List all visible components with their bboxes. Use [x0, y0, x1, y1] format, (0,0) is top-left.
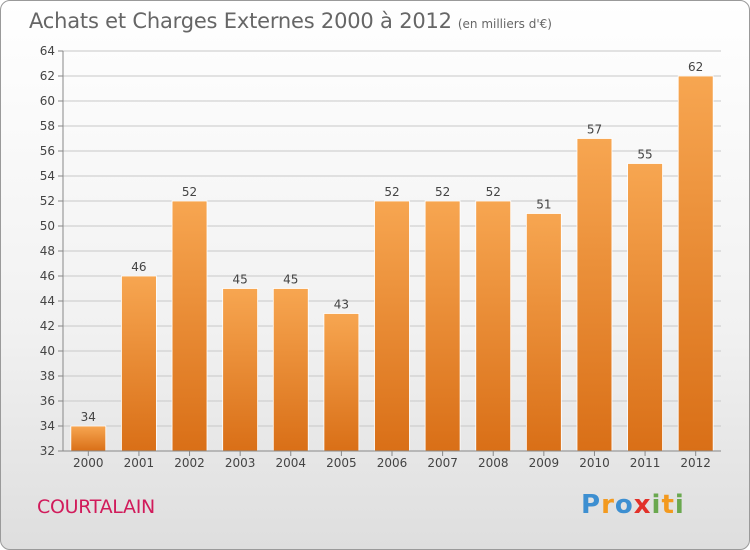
- data-label: 45: [233, 273, 248, 287]
- data-label: 51: [536, 198, 551, 212]
- y-tick-label: 38: [40, 369, 55, 383]
- y-tick-label: 40: [40, 344, 55, 358]
- bar-2006: [374, 200, 410, 452]
- y-tick-label: 52: [40, 194, 55, 208]
- bar-2001: [121, 275, 157, 452]
- y-tick-label: 58: [40, 119, 55, 133]
- proxiti-logo: Proxiti: [581, 490, 685, 520]
- y-tick-label: 48: [40, 244, 55, 258]
- data-label: 57: [587, 123, 602, 137]
- y-tick-label: 64: [40, 44, 55, 58]
- data-label: 52: [486, 185, 501, 199]
- y-tick-label: 54: [40, 169, 55, 183]
- data-label: 55: [637, 148, 652, 162]
- bar-2005: [323, 313, 360, 452]
- y-tick-label: 36: [40, 394, 55, 408]
- y-tick-label: 50: [40, 219, 55, 233]
- y-tick-label: 34: [40, 419, 55, 433]
- bar-2010: [576, 138, 613, 452]
- y-tick-label: 46: [40, 269, 55, 283]
- x-tick-label: 2004: [275, 456, 306, 470]
- x-tick-label: 2000: [73, 456, 104, 470]
- x-tick-label: 2005: [326, 456, 357, 470]
- logo-letter: o: [614, 490, 634, 520]
- logo-letter: x: [633, 490, 652, 520]
- y-tick-label: 56: [40, 144, 55, 158]
- data-label: 52: [182, 185, 197, 199]
- logo-letter: P: [581, 490, 602, 520]
- logo-letter: t: [661, 490, 675, 520]
- bar-2009: [525, 213, 562, 452]
- x-tick-label: 2003: [225, 456, 256, 470]
- bar-2002: [171, 200, 208, 452]
- data-label: 43: [334, 298, 349, 312]
- x-tick-label: 2012: [680, 456, 711, 470]
- y-tick-label: 44: [40, 294, 55, 308]
- x-tick-label: 2007: [427, 456, 458, 470]
- y-tick-label: 32: [40, 444, 55, 458]
- logo-letter: i: [674, 490, 685, 520]
- data-label: 34: [81, 410, 96, 424]
- x-tick-label: 2011: [630, 456, 661, 470]
- x-tick-label: 2002: [174, 456, 205, 470]
- bar-2007: [424, 200, 461, 452]
- y-tick-label: 42: [40, 319, 55, 333]
- y-tick-label: 60: [40, 94, 55, 108]
- data-label: 52: [435, 185, 450, 199]
- x-tick-label: 2001: [124, 456, 155, 470]
- x-tick-label: 2008: [478, 456, 509, 470]
- logo-letter: r: [601, 490, 615, 520]
- bars: 34 46 52 45 45 43 52 52 52 51 57 55 62: [70, 60, 714, 452]
- data-label: 45: [283, 273, 298, 287]
- data-label: 46: [131, 260, 146, 274]
- data-label: 52: [384, 185, 399, 199]
- x-tick-label: 2010: [579, 456, 610, 470]
- y-tick-label: 62: [40, 69, 55, 83]
- logo-letter: i: [651, 490, 662, 520]
- axes: 32 34 36 38 40 42 44 46 48 50 52 54 56 58 60 62 64 2000 20…: [40, 44, 721, 470]
- chart-title: Achats et Charges Externes 2000 à 2012 (e…: [29, 9, 552, 33]
- data-label: 62: [688, 60, 703, 74]
- bar-2011: [627, 163, 663, 452]
- bar-2000: [70, 425, 107, 452]
- town-name: COURTALAIN: [37, 496, 155, 518]
- x-tick-label: 2006: [377, 456, 408, 470]
- x-tick-label: 2009: [529, 456, 560, 470]
- chart-title-unit: (en milliers d'€): [457, 17, 552, 31]
- bar-2003: [222, 288, 259, 452]
- bar-2008: [475, 200, 512, 452]
- bar-2004: [272, 288, 309, 452]
- chart-title-main: Achats et Charges Externes 2000 à 2012: [29, 9, 452, 33]
- bar-2012: [677, 75, 714, 452]
